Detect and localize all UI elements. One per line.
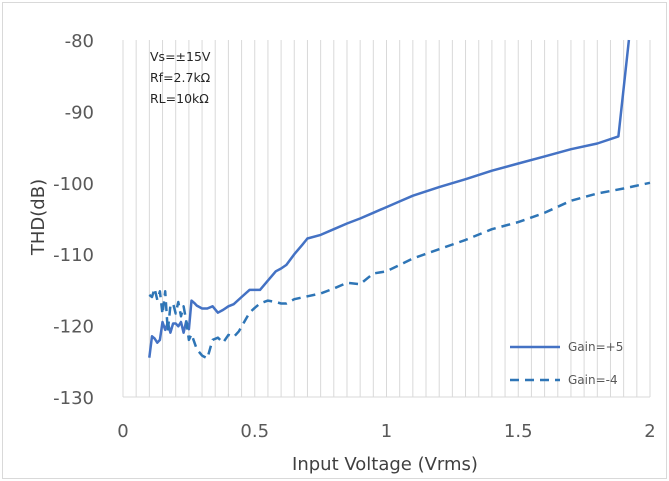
x-tick-label: 1 — [381, 421, 392, 442]
y-tick-label: -110 — [53, 245, 94, 266]
conditions-annotation: Vs=±15V Rf=2.7kΩ RL=10kΩ — [150, 49, 211, 106]
annotation-rf: Rf=2.7kΩ — [150, 70, 211, 85]
y-tick-label: -120 — [53, 317, 94, 338]
legend-label-gain-minus4: Gain=-4 — [568, 373, 618, 387]
legend-label-gain-plus5: Gain=+5 — [568, 340, 623, 354]
y-tick-label: -80 — [65, 31, 94, 52]
y-tick-label: -100 — [53, 174, 94, 195]
y-tick-label: -90 — [65, 102, 94, 123]
x-tick-labels: 0 0.5 1 1.5 2 — [117, 421, 655, 442]
y-axis-title: THD(dB) — [28, 179, 49, 256]
annotation-rl: RL=10kΩ — [150, 91, 209, 106]
legend: Gain=+5 Gain=-4 — [510, 340, 623, 387]
x-tick-label: 2 — [644, 421, 655, 442]
y-tick-label: -130 — [53, 388, 94, 409]
series-line-gain-plus5 — [148, 39, 631, 358]
x-tick-label: 1.5 — [504, 421, 533, 442]
x-axis-title: Input Voltage (Vrms) — [292, 454, 478, 475]
x-tick-label: 0.5 — [240, 421, 269, 442]
y-tick-labels: -80 -90 -100 -110 -120 -130 — [53, 31, 94, 409]
annotation-vs: Vs=±15V — [150, 49, 211, 64]
series-layer — [148, 39, 651, 360]
x-tick-label: 0 — [117, 421, 128, 442]
series-line-gain-minus4 — [148, 181, 651, 360]
